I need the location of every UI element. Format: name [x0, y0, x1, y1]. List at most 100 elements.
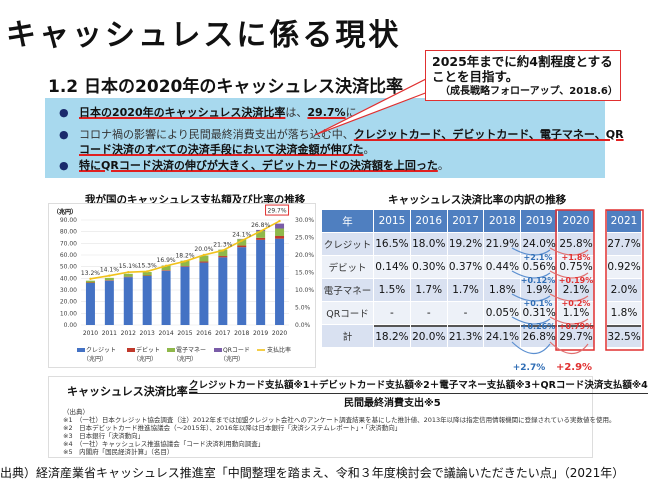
table-cell: 24.0% [521, 233, 558, 255]
bar-credit-2013 [142, 276, 152, 325]
formula-denominator: 民間最終消費支出※5 [344, 398, 441, 409]
ratio-point [183, 260, 187, 263]
legend-unit: （兆円） [220, 355, 244, 363]
table-cell: 24.1% [484, 325, 521, 347]
y-tick-label: 10.00 [60, 310, 77, 317]
bullet-dot: ● [59, 159, 69, 172]
row-label: QRコード [322, 302, 374, 324]
x-tick-label: 2020 [272, 330, 287, 337]
bullet-text: コード決済のすべての決済手段において決済金額が伸びた [79, 143, 364, 156]
table-cell: 25.8% [558, 233, 594, 255]
bullet-dot: ● [59, 128, 69, 141]
formula-box: キャッシュレス決済比率＝ クレジットカード支払額※1＋デビットカード支払額※2＋… [48, 376, 648, 458]
ratio-data-label: 24.1% [232, 232, 251, 239]
table-cell: 0.56% [521, 256, 558, 278]
table-cell: 18.0% [410, 233, 447, 255]
table-cell: 21.3% [447, 325, 484, 347]
row-label: デビット [322, 256, 374, 278]
y-tick-label: 70.00 [60, 240, 77, 247]
column-header: 2020 [558, 210, 594, 232]
ratio-point [202, 253, 206, 257]
legend-label: クレジット [86, 347, 116, 354]
ratio-data-label: 15.1% [119, 263, 138, 270]
stacked-bar-chart: （兆円） 0.00 10.00 20.00 30.00 40.00 50.00 60.00 70… [53, 204, 314, 363]
x-tick-label: 2011 [102, 330, 117, 337]
y-tick-label: 50.00 [60, 264, 77, 271]
bullet-text: クレジットカード、デビットカード、電子マネー、QR [353, 128, 624, 141]
x-tick-label: 2014 [158, 330, 173, 337]
bullet-text: 29.7% [307, 106, 346, 119]
y2-tick-label: 30.0% [295, 217, 314, 224]
bar-emoney-2011 [104, 277, 114, 281]
bar-emoney-2013 [142, 272, 152, 276]
row-label: 計 [322, 325, 374, 347]
ratio-point [221, 249, 225, 252]
bar-debit-2017 [218, 256, 228, 258]
column-header: 2018 [484, 210, 521, 232]
callout-line2: ことを目指す。 [432, 69, 519, 84]
table-cell: 1.8% [484, 279, 521, 301]
y2-tick-label: 0.0% [295, 322, 311, 329]
table-cell: 0.44% [484, 256, 521, 278]
bar-credit-2010 [85, 283, 95, 325]
bar-emoney-2014 [161, 265, 171, 271]
row-label: 電子マネー [322, 279, 374, 301]
summary-box: ● 日本の2020年のキャッシュレス決済比率は、29.7%に。 ● コロナ禍の影… [45, 98, 624, 178]
table-row: 電子マネー 1.5% 1.7% 1.7% 1.8% 1.9% 2.1% [322, 279, 594, 301]
ratio-data-label: 15.3% [138, 262, 157, 269]
table-cell: 2.1% [558, 279, 594, 301]
table-cell: 1.9% [521, 279, 558, 301]
column-header: 2019 [521, 210, 558, 232]
bar-emoney-2019 [256, 231, 266, 238]
bar-emoney-2016 [199, 255, 209, 262]
ratio-point [240, 239, 243, 242]
table-cell: 0.14% [374, 256, 410, 278]
bar-credit-2012 [123, 277, 133, 325]
table-cell-2021: 32.5% [607, 325, 641, 347]
source-citation: 出典）経済産業省キャッシュレス推進室「中間整理を踏まえ、令和３年度検討会で議論い… [0, 466, 625, 480]
x-tick-label: 2017 [215, 330, 230, 337]
legend-unit: （兆円） [83, 355, 107, 363]
bar-debit-2014 [161, 270, 171, 271]
delta-2020: +2.9% [556, 362, 592, 373]
y-tick-label: 60.00 [60, 252, 77, 259]
y-tick-label: 30.00 [60, 287, 77, 294]
bar-emoney-2018 [237, 239, 247, 246]
table-cell: 1.7% [410, 279, 447, 301]
ratio-point [145, 270, 149, 273]
ratio-data-label: 26.8% [251, 222, 270, 229]
ratio-point [278, 219, 281, 223]
bar-credit-2016 [199, 262, 209, 325]
table-cell-2021: 27.7% [607, 233, 641, 255]
legend-swatch-debit [127, 348, 135, 352]
table-cell-2021: 0.92% [607, 256, 641, 278]
table-cell: 16.5% [374, 233, 410, 255]
y2-tick-label: 5.0% [295, 305, 311, 312]
ratio-data-label: 16.9% [157, 257, 176, 264]
bullet-text: 特にQRコード決済の伸びが大きく、デビットカードの決済額を上回った [79, 159, 438, 172]
x-tick-label: 2015 [177, 330, 192, 337]
x-tick-label: 2012 [121, 330, 136, 337]
ratio-point [108, 274, 111, 277]
column-header: 2016 [410, 210, 447, 232]
column-header: 2015 [374, 210, 410, 232]
bar-debit-2020 [275, 235, 285, 239]
column-header: 年 [322, 210, 374, 232]
x-tick-label: 2019 [253, 330, 268, 337]
legend-unit: （兆円） [133, 355, 157, 363]
column-header: 2017 [447, 210, 484, 232]
chart-panel: （兆円） 0.00 10.00 20.00 30.00 40.00 50.00 60.00 70… [48, 203, 316, 368]
table-cell: - [447, 302, 484, 324]
table-cell: 21.9% [484, 233, 521, 255]
legend-swatch-emoney [167, 348, 175, 352]
table-row: クレジット 16.5% 18.0% 19.2% 21.9% 24.0% 25.8% [322, 233, 594, 255]
bar-emoney-2010 [85, 280, 95, 283]
table-cell: 0.37% [447, 256, 484, 278]
table-cell: 20.0% [410, 325, 447, 347]
footnote: ※3 日本銀行「決済動向」 [63, 432, 145, 440]
table-cell: 26.8% [521, 325, 558, 347]
table-cell: - [374, 302, 410, 324]
table-cell: - [410, 302, 447, 324]
table-cell: 0.31% [521, 302, 558, 324]
ratio-data-label: 20.0% [194, 246, 213, 253]
